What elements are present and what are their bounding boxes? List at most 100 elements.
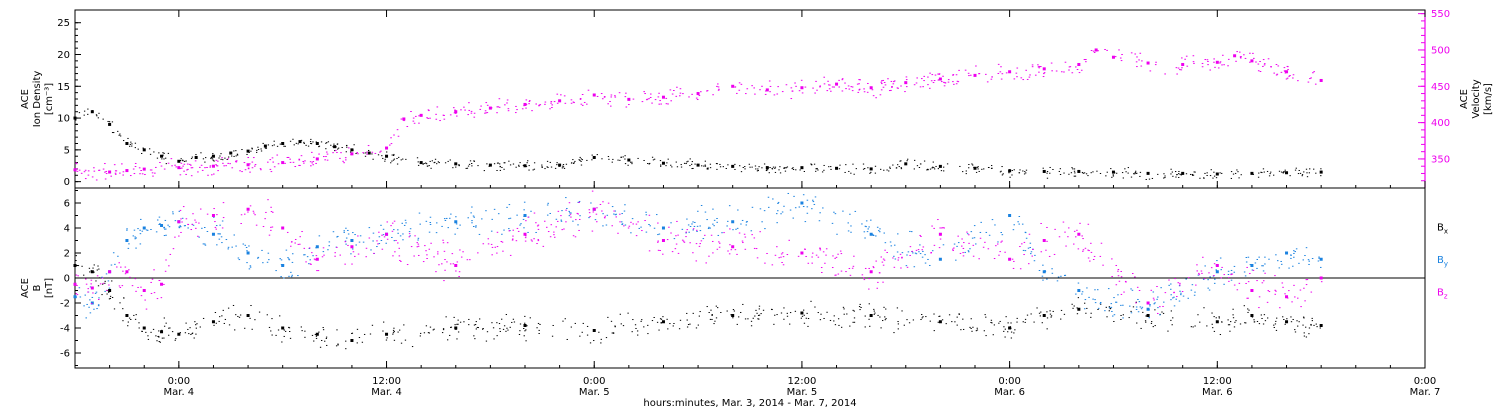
- bz-sample: [710, 234, 713, 236]
- bx-sample: [714, 320, 716, 322]
- velocity-sample: [564, 102, 567, 104]
- bz-sample: [1176, 296, 1178, 298]
- bz-sample: [182, 206, 185, 208]
- velocity-sample: [497, 106, 500, 108]
- by-sample: [219, 224, 221, 226]
- density-sample: [307, 145, 310, 147]
- by-sample: [876, 226, 879, 228]
- bx-sample: [1014, 329, 1016, 331]
- velocity-sample: [325, 151, 328, 153]
- by-sample: [419, 223, 421, 225]
- density-sample: [766, 166, 768, 168]
- by-sample: [1227, 273, 1230, 275]
- by-sample: [237, 257, 240, 259]
- density-sample: [869, 172, 871, 174]
- velocity-sample: [1204, 59, 1207, 61]
- bz-sample: [623, 225, 625, 227]
- density-sample: [1085, 173, 1088, 175]
- by-sample: [192, 224, 195, 226]
- density-sample: [547, 166, 549, 168]
- velocity-sample: [947, 81, 950, 83]
- bx-sample: [956, 316, 958, 318]
- bx-sample: [1211, 312, 1213, 314]
- by-sample: [867, 228, 869, 230]
- velocity-sample: [798, 90, 801, 92]
- by-sample: [865, 226, 867, 228]
- velocity-sample: [964, 69, 967, 71]
- velocity-sample: [904, 91, 906, 93]
- velocity-sample: [872, 95, 875, 97]
- bx-sample: [653, 316, 655, 318]
- velocity-sample: [152, 175, 154, 177]
- bz-sample: [216, 214, 218, 216]
- bz-sample: [137, 286, 139, 288]
- by-sample: [1099, 301, 1102, 303]
- density-sample: [870, 171, 872, 173]
- bz-point: [1215, 264, 1219, 267]
- by-sample: [1214, 278, 1216, 280]
- bx-sample: [266, 314, 268, 316]
- date-tick-label: Mar. 5: [579, 387, 610, 398]
- density-sample: [757, 170, 759, 172]
- velocity-sample: [1140, 65, 1143, 67]
- bz-sample: [959, 252, 962, 254]
- velocity-sample: [1134, 53, 1137, 55]
- density-sample: [149, 153, 152, 155]
- density-sample: [1237, 171, 1239, 173]
- by-sample: [624, 204, 626, 206]
- bx-point: [454, 326, 458, 330]
- bz-sample: [85, 283, 88, 285]
- by-sample: [1277, 260, 1279, 262]
- bx-sample: [736, 323, 738, 325]
- by-sample: [257, 257, 259, 259]
- bx-point: [1077, 307, 1081, 311]
- by-sample: [966, 233, 969, 235]
- bz-point: [125, 270, 129, 274]
- density-sample: [336, 148, 339, 150]
- bz-sample: [942, 227, 944, 229]
- bx-point: [385, 332, 389, 336]
- bx-sample: [1010, 322, 1012, 324]
- bx-sample: [622, 325, 625, 327]
- by-sample: [1139, 306, 1142, 308]
- bz-sample: [118, 285, 121, 287]
- bz-sample: [1124, 280, 1127, 282]
- velocity-sample: [467, 114, 469, 116]
- bz-sample: [711, 240, 714, 242]
- bz-sample: [1305, 279, 1308, 281]
- bz-sample: [1231, 273, 1234, 275]
- by-sample: [291, 261, 294, 263]
- bz-sample: [437, 253, 439, 255]
- density-sample: [1125, 171, 1127, 173]
- bx-sample: [948, 314, 951, 316]
- density-sample: [687, 160, 689, 162]
- bx-sample: [195, 327, 197, 329]
- bz-sample: [1179, 282, 1181, 284]
- bx-sample: [474, 324, 477, 326]
- time-tick-label: 12:00: [372, 376, 401, 387]
- by-sample: [249, 265, 252, 267]
- density-sample: [218, 157, 220, 159]
- bz-sample: [508, 230, 511, 232]
- velocity-sample: [1071, 72, 1074, 74]
- density-point: [1215, 172, 1219, 176]
- bx-point: [869, 314, 873, 317]
- velocity-sample: [882, 86, 885, 88]
- density-sample: [766, 169, 769, 171]
- bz-sample: [729, 228, 731, 230]
- bx-sample: [715, 305, 717, 307]
- bx-sample: [526, 325, 528, 327]
- density-sample: [1042, 167, 1044, 169]
- bz-sample: [240, 214, 243, 216]
- density-sample: [438, 162, 440, 164]
- bz-sample: [786, 254, 789, 256]
- velocity-sample: [841, 78, 844, 80]
- bx-sample: [570, 326, 572, 328]
- bx-sample: [239, 314, 242, 316]
- velocity-point: [696, 92, 700, 96]
- density-sample: [251, 147, 253, 149]
- by-sample: [441, 225, 443, 227]
- bx-sample: [93, 271, 95, 273]
- bz-sample: [317, 270, 320, 272]
- by-sample: [391, 236, 393, 238]
